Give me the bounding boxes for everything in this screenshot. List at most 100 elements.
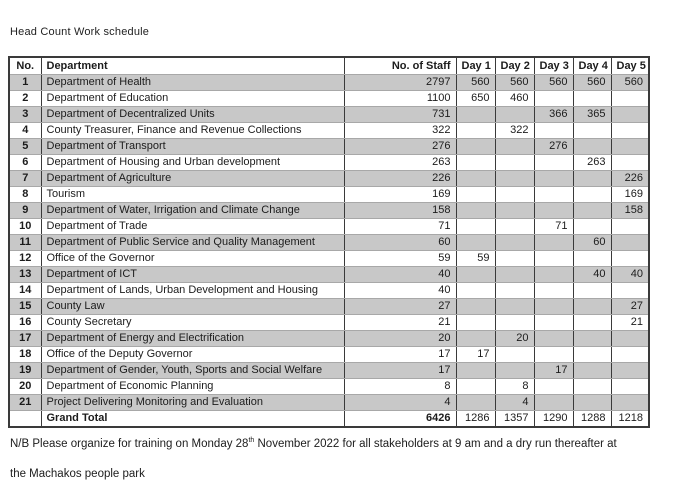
- day5-cell: [610, 282, 650, 299]
- table-row: 14 Department of Lands, Urban Developmen…: [8, 282, 650, 299]
- table-row: 6 Department of Housing and Urban develo…: [8, 154, 650, 171]
- day4-cell: [572, 202, 612, 219]
- department-cell: Department of Agriculture: [40, 170, 345, 187]
- day5-cell: [610, 154, 650, 171]
- column-header-day2: Day 2: [494, 56, 535, 75]
- staff-count-cell: 40: [343, 266, 457, 283]
- day5-cell: [610, 330, 650, 347]
- day2-cell: [494, 314, 535, 331]
- staff-count-cell: 71: [343, 218, 457, 235]
- table-header-row: No. Department No. of Staff Day 1 Day 2 …: [8, 56, 650, 75]
- day2-cell: [494, 154, 535, 171]
- day5-cell: 21: [610, 314, 650, 331]
- day5-cell: 560: [610, 74, 650, 91]
- day5-cell: 226: [610, 170, 650, 187]
- day2-cell: [494, 170, 535, 187]
- table-row: 16 County Secretary 21 21: [8, 314, 650, 331]
- staff-count-cell: 17: [343, 362, 457, 379]
- table-row: 17 Department of Energy and Electrificat…: [8, 330, 650, 347]
- table-row: 13 Department of ICT 40 40 40: [8, 266, 650, 283]
- table-row: 5 Department of Transport 276 276: [8, 138, 650, 155]
- day5-cell: [610, 106, 650, 123]
- staff-count-cell: 21: [343, 314, 457, 331]
- row-number-cell: 3: [8, 106, 42, 123]
- staff-count-cell: 59: [343, 250, 457, 267]
- staff-count-cell: 1100: [343, 90, 457, 107]
- day5-cell: [610, 378, 650, 395]
- row-number-cell: 9: [8, 202, 42, 219]
- day3-cell: 71: [533, 218, 574, 235]
- row-number-cell: 16: [8, 314, 42, 331]
- day2-cell: [494, 298, 535, 315]
- table-row: 2 Department of Education 1100 650 460: [8, 90, 650, 107]
- footer-note-line1: N/B Please organize for training on Mond…: [10, 437, 617, 450]
- day1-cell: [455, 218, 496, 235]
- day5-cell: 158: [610, 202, 650, 219]
- grand-total-label: Grand Total: [40, 410, 345, 428]
- day4-cell: 40: [572, 266, 612, 283]
- day2-cell: 8: [494, 378, 535, 395]
- day2-cell: [494, 234, 535, 251]
- day5-cell: 169: [610, 186, 650, 203]
- day3-cell: [533, 202, 574, 219]
- head-count-table: No. Department No. of Staff Day 1 Day 2 …: [8, 56, 650, 428]
- department-cell: Department of Lands, Urban Development a…: [40, 282, 345, 299]
- day3-cell: [533, 394, 574, 411]
- day1-cell: 17: [455, 346, 496, 363]
- staff-count-cell: 4: [343, 394, 457, 411]
- row-number-cell: 15: [8, 298, 42, 315]
- table-row: 20 Department of Economic Planning 8 8: [8, 378, 650, 395]
- day1-cell: [455, 186, 496, 203]
- row-number-cell: 5: [8, 138, 42, 155]
- grand-total-row: Grand Total 6426 1286 1357 1290 1288 121…: [8, 410, 650, 428]
- day4-cell: [572, 362, 612, 379]
- department-cell: Department of Education: [40, 90, 345, 107]
- row-number-cell: 1: [8, 74, 42, 91]
- day4-cell: [572, 170, 612, 187]
- staff-count-cell: 263: [343, 154, 457, 171]
- day3-cell: [533, 378, 574, 395]
- day2-cell: 20: [494, 330, 535, 347]
- day2-cell: [494, 138, 535, 155]
- day4-cell: [572, 90, 612, 107]
- day1-cell: [455, 282, 496, 299]
- department-cell: Department of Public Service and Quality…: [40, 234, 345, 251]
- staff-count-cell: 276: [343, 138, 457, 155]
- day4-cell: [572, 378, 612, 395]
- column-header-no: No.: [8, 56, 42, 75]
- day3-cell: 276: [533, 138, 574, 155]
- day1-cell: [455, 298, 496, 315]
- day4-cell: [572, 314, 612, 331]
- day2-cell: 4: [494, 394, 535, 411]
- day2-cell: [494, 250, 535, 267]
- staff-count-cell: 60: [343, 234, 457, 251]
- day4-cell: [572, 250, 612, 267]
- day4-cell: [572, 330, 612, 347]
- staff-count-cell: 322: [343, 122, 457, 139]
- page-title: Head Count Work schedule: [10, 26, 150, 38]
- row-number-cell: 2: [8, 90, 42, 107]
- table-row: 4 County Treasurer, Finance and Revenue …: [8, 122, 650, 139]
- day2-cell: [494, 266, 535, 283]
- day3-cell: [533, 122, 574, 139]
- footer-note-line2: the Machakos people park: [10, 468, 145, 480]
- day5-cell: [610, 218, 650, 235]
- day2-cell: [494, 362, 535, 379]
- row-number-cell: 13: [8, 266, 42, 283]
- row-number-cell: 19: [8, 362, 42, 379]
- day4-cell: [572, 138, 612, 155]
- table-row: 15 County Law 27 27: [8, 298, 650, 315]
- day2-cell: [494, 106, 535, 123]
- day1-cell: [455, 378, 496, 395]
- day1-cell: 650: [455, 90, 496, 107]
- grand-total-day5: 1218: [610, 410, 650, 428]
- day1-cell: [455, 234, 496, 251]
- department-cell: Tourism: [40, 186, 345, 203]
- staff-count-cell: 2797: [343, 74, 457, 91]
- day2-cell: 560: [494, 74, 535, 91]
- department-cell: County Secretary: [40, 314, 345, 331]
- staff-count-cell: 8: [343, 378, 457, 395]
- day1-cell: 560: [455, 74, 496, 91]
- day1-cell: [455, 362, 496, 379]
- grand-total-day4: 1288: [572, 410, 612, 428]
